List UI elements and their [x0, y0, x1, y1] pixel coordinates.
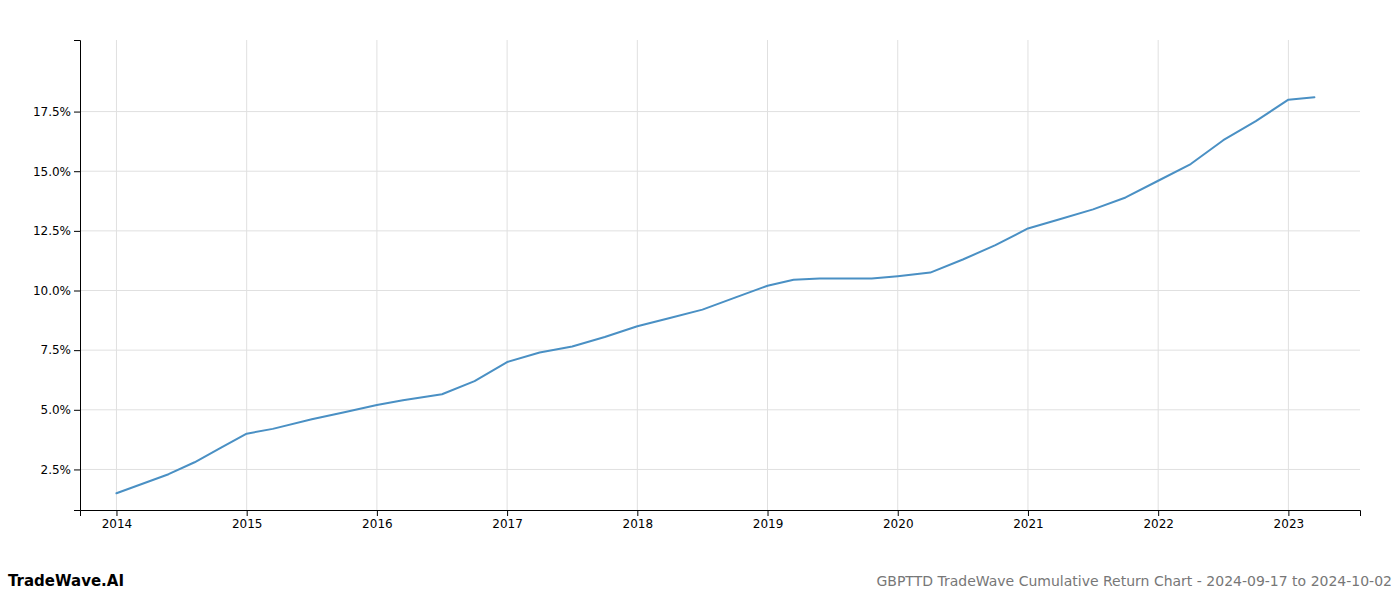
y-tick: 17.5%	[33, 105, 80, 119]
y-tick-mark	[74, 171, 80, 172]
y-tick: 12.5%	[33, 224, 80, 238]
x-tick-mark	[377, 510, 378, 516]
y-tick-label: 2.5%	[41, 463, 72, 477]
y-tick-mark	[74, 350, 80, 351]
x-tick: 2015	[232, 510, 263, 531]
grid-line	[80, 111, 1360, 112]
grid-line	[376, 40, 377, 510]
grid-line	[897, 40, 898, 510]
y-tick-mark	[74, 469, 80, 470]
x-tick-mark	[1158, 510, 1159, 516]
x-tick-label: 2022	[1143, 517, 1174, 531]
y-tick-mark	[74, 231, 80, 232]
x-tick-label: 2015	[232, 517, 263, 531]
x-tick-label: 2016	[362, 517, 393, 531]
grid-line	[80, 230, 1360, 231]
grid-line	[246, 40, 247, 510]
y-tick-label: 5.0%	[41, 403, 72, 417]
y-tick-label: 15.0%	[33, 165, 71, 179]
series	[116, 97, 1314, 493]
y-tick: 7.5%	[41, 343, 81, 357]
line	[116, 97, 1314, 493]
x-tick: 2019	[753, 510, 784, 531]
x-tick-mark	[1028, 510, 1029, 516]
y-tick-mark	[74, 291, 80, 292]
y-tick: 2.5%	[41, 463, 81, 477]
x-tick-label: 2020	[883, 517, 914, 531]
x-tick-label: 2019	[753, 517, 784, 531]
watermark: TradeWave.AI	[8, 572, 124, 590]
plot-area: 2014 2015 2016 2017 2018 2019 2020 2021 2022 2023…	[33, 40, 1361, 531]
x-tick-label: 2018	[623, 517, 654, 531]
y-tick: 15.0%	[33, 165, 80, 179]
x-tick-mark	[768, 510, 769, 516]
y-tick-label: 10.0%	[33, 284, 71, 298]
x-tick: 2022	[1143, 510, 1174, 531]
x-tick-label: 2021	[1013, 517, 1044, 531]
x-tick-label: 2014	[102, 517, 133, 531]
grid-line	[80, 350, 1360, 351]
x-tick-mark	[898, 510, 899, 516]
grid-line	[1027, 40, 1028, 510]
x-axis-line	[81, 511, 1361, 517]
x-tick: 2017	[492, 510, 523, 531]
y-axis: 2.5% 5.0% 7.5% 10.0% 12.5% 15.0% 17.5%	[33, 41, 81, 511]
grid-line	[767, 40, 768, 510]
x-tick: 2014	[102, 510, 133, 531]
x-tick: 2018	[623, 510, 654, 531]
grid	[80, 40, 1360, 510]
y-tick-mark	[74, 410, 80, 411]
y-axis-line	[74, 41, 81, 511]
grid-line	[80, 290, 1360, 291]
y-tick: 10.0%	[33, 284, 80, 298]
x-tick: 2021	[1013, 510, 1044, 531]
x-tick-mark	[116, 510, 117, 516]
x-tick-mark	[507, 510, 508, 516]
x-tick-label: 2023	[1274, 517, 1305, 531]
grid-line	[1158, 40, 1159, 510]
x-tick: 2016	[362, 510, 393, 531]
y-tick-label: 12.5%	[33, 224, 71, 238]
y-tick-label: 17.5%	[33, 105, 71, 119]
x-tick-label: 2017	[492, 517, 523, 531]
y-tick-label: 7.5%	[41, 343, 72, 357]
grid-line	[80, 409, 1360, 410]
x-axis: 2014 2015 2016 2017 2018 2019 2020 2021 2022 2023	[81, 510, 1361, 531]
grid-line	[637, 40, 638, 510]
grid-line	[1288, 40, 1289, 510]
x-tick-mark	[1288, 510, 1289, 516]
grid-line	[80, 171, 1360, 172]
x-tick-mark	[637, 510, 638, 516]
title: GBPTTD TradeWave Cumulative Return Chart…	[876, 573, 1392, 589]
chart: 2014 2015 2016 2017 2018 2019 2020 2021 2022 2023…	[0, 0, 1400, 600]
x-tick-mark	[247, 510, 248, 516]
grid-line	[507, 40, 508, 510]
grid-line	[116, 40, 117, 510]
y-tick-mark	[74, 112, 80, 113]
x-tick: 2023	[1274, 510, 1305, 531]
grid-line	[80, 469, 1360, 470]
y-tick: 5.0%	[41, 403, 81, 417]
x-tick: 2020	[883, 510, 914, 531]
